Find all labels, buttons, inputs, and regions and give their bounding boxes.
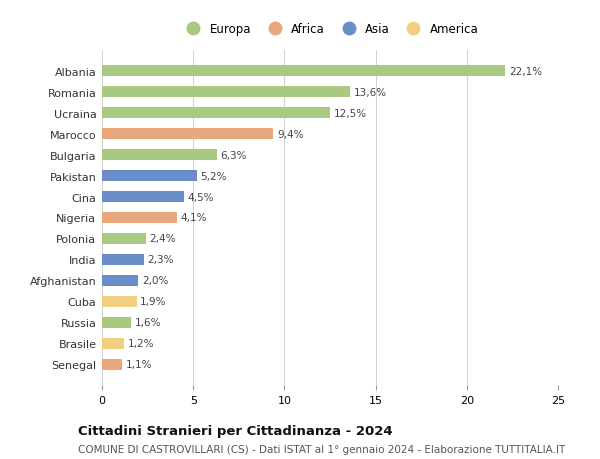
Bar [102,191,184,203]
Text: 4,5%: 4,5% [188,192,214,202]
Text: 9,4%: 9,4% [277,129,304,139]
Text: 1,1%: 1,1% [126,359,152,369]
Text: 2,4%: 2,4% [149,234,176,244]
Bar [102,233,146,245]
Bar [102,87,350,98]
Text: 12,5%: 12,5% [334,108,367,118]
Bar [102,129,274,140]
Bar [102,275,139,286]
Bar [102,212,177,224]
Text: 1,9%: 1,9% [140,297,167,307]
Bar [102,296,137,308]
Text: 1,2%: 1,2% [128,339,154,349]
Text: Cittadini Stranieri per Cittadinanza - 2024: Cittadini Stranieri per Cittadinanza - 2… [78,425,392,437]
Text: 1,6%: 1,6% [135,318,161,328]
Text: 6,3%: 6,3% [221,150,247,160]
Bar [102,317,131,329]
Text: 5,2%: 5,2% [200,171,227,181]
Text: 22,1%: 22,1% [509,67,542,77]
Text: 2,0%: 2,0% [142,276,169,286]
Text: 4,1%: 4,1% [181,213,207,223]
Bar [102,254,144,266]
Text: COMUNE DI CASTROVILLARI (CS) - Dati ISTAT al 1° gennaio 2024 - Elaborazione TUTT: COMUNE DI CASTROVILLARI (CS) - Dati ISTA… [78,444,565,454]
Bar [102,107,330,119]
Bar [102,150,217,161]
Bar [102,359,122,370]
Bar [102,170,197,182]
Legend: Europa, Africa, Asia, America: Europa, Africa, Asia, America [181,23,479,36]
Text: 13,6%: 13,6% [354,87,387,97]
Bar [102,66,505,77]
Text: 2,3%: 2,3% [148,255,174,265]
Bar [102,338,124,349]
